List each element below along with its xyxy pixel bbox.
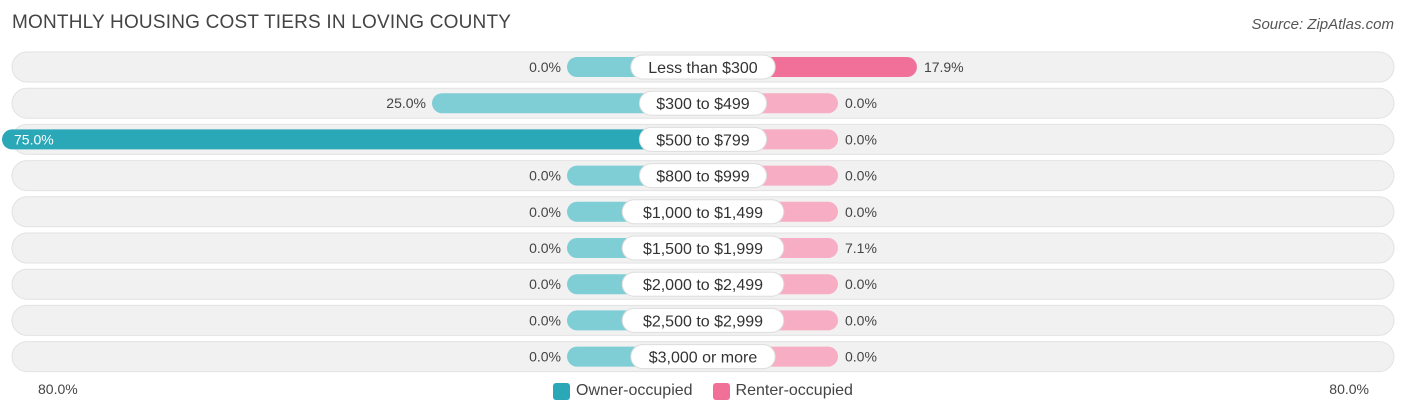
legend-renter-label: Renter-occupied: [735, 382, 853, 399]
category-pill: [638, 126, 768, 152]
owner-value-label: 0.0%: [529, 276, 561, 292]
category-pill: [621, 271, 785, 297]
renter-swatch: [712, 382, 730, 400]
category-pill: [630, 344, 776, 370]
housing-cost-chart: 0.0% 17.9% Less than $300 25.0% 0.0% $300 to …: [2, 51, 1395, 373]
category-label: $500 to $799: [656, 132, 750, 149]
renter-value-label: 17.9%: [924, 59, 964, 75]
category-pill: [621, 235, 785, 261]
category-label: $800 to $999: [656, 169, 750, 186]
renter-value-label: 0.0%: [845, 312, 877, 328]
category-label: $1,000 to $1,499: [643, 205, 763, 222]
category-label: $300 to $499: [656, 96, 750, 113]
category-pill: [621, 199, 785, 225]
owner-bar: [2, 129, 703, 150]
source-label: Source: ZipAtlas.com: [1251, 16, 1394, 33]
chart-title: MONTHLY HOUSING COST TIERS IN LOVING COU…: [12, 12, 512, 33]
renter-value-label: 0.0%: [845, 204, 877, 220]
category-label: $1,500 to $1,999: [643, 241, 763, 258]
renter-value-label: 0.0%: [845, 349, 877, 365]
legend-owner: Owner-occupied: [553, 382, 693, 400]
owner-value-label: 0.0%: [529, 168, 561, 184]
renter-value-label: 0.0%: [845, 168, 877, 184]
legend-owner-label: Owner-occupied: [576, 382, 693, 399]
renter-value-label: 0.0%: [845, 95, 877, 111]
owner-bar: [432, 93, 703, 114]
legend-renter: Renter-occupied: [712, 382, 853, 400]
axis-right-label: 80.0%: [1329, 381, 1369, 397]
category-pill: [630, 54, 776, 80]
owner-value-label: 25.0%: [386, 95, 426, 111]
axis-left-label: 80.0%: [38, 381, 78, 397]
category-pill: [621, 307, 785, 333]
category-label: $2,000 to $2,499: [643, 277, 763, 294]
owner-value-label: 0.0%: [529, 59, 561, 75]
owner-value-label: 75.0%: [14, 131, 54, 147]
owner-value-label: 0.0%: [529, 204, 561, 220]
category-label: $2,500 to $2,999: [643, 313, 763, 330]
owner-value-label: 0.0%: [529, 349, 561, 365]
renter-value-label: 7.1%: [845, 240, 877, 256]
legend: Owner-occupied Renter-occupied: [0, 380, 1406, 402]
owner-value-label: 0.0%: [529, 312, 561, 328]
owner-value-label: 0.0%: [529, 240, 561, 256]
category-label: Less than $300: [648, 60, 758, 77]
owner-swatch: [553, 382, 571, 400]
category-label: $3,000 or more: [649, 350, 758, 367]
renter-value-label: 0.0%: [845, 276, 877, 292]
category-pill: [638, 90, 768, 116]
renter-value-label: 0.0%: [845, 131, 877, 147]
category-pill: [638, 163, 768, 189]
